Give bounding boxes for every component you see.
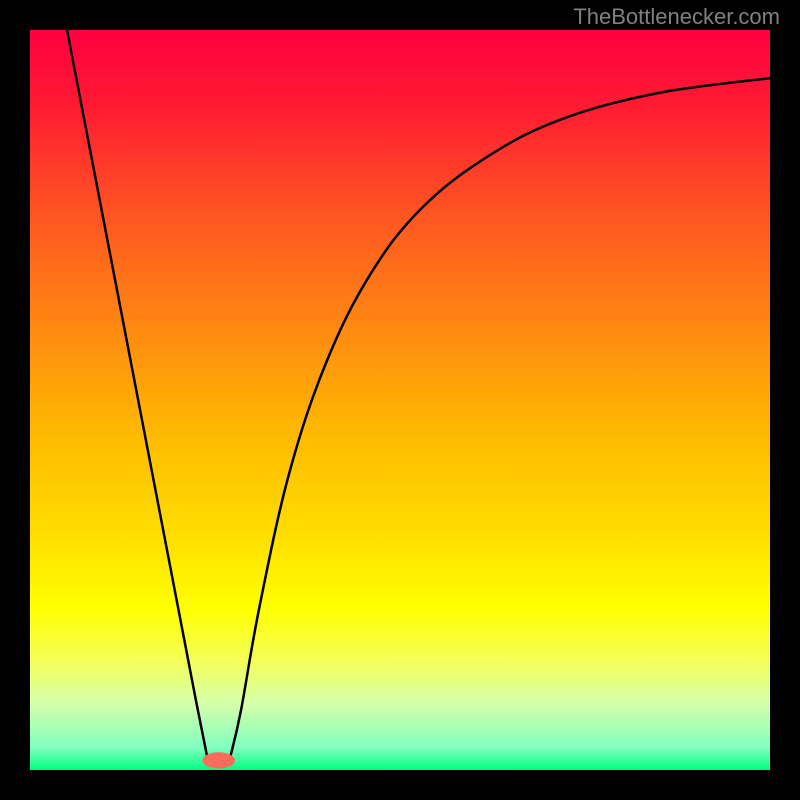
optimal-marker xyxy=(202,752,235,768)
chart-container: TheBottlenecker.com xyxy=(0,0,800,800)
bottleneck-chart xyxy=(0,0,800,800)
plot-background xyxy=(30,30,770,770)
watermark-text: TheBottlenecker.com xyxy=(573,4,780,30)
